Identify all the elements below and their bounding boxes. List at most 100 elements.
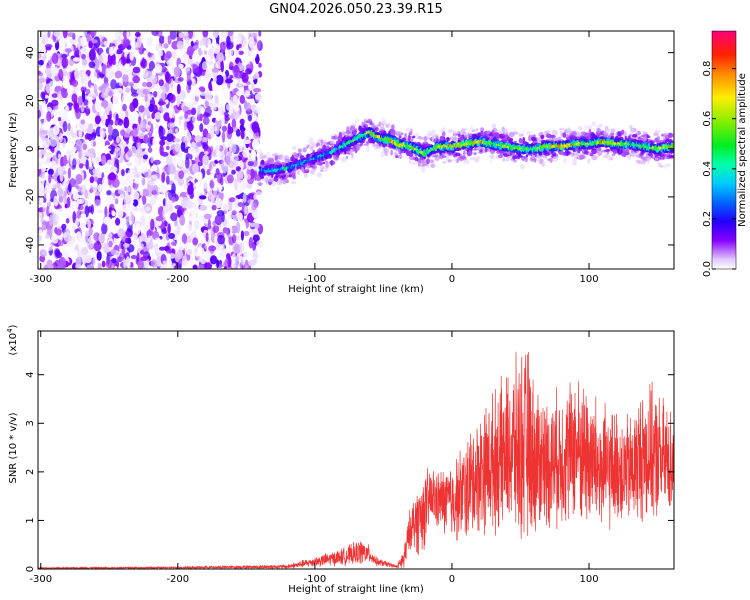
noise-blob bbox=[100, 83, 106, 94]
noise-blob bbox=[192, 115, 196, 123]
ridge-spread bbox=[610, 128, 616, 133]
noise-blob bbox=[67, 67, 75, 72]
noise-blob bbox=[57, 187, 64, 197]
ridge-spread bbox=[405, 127, 412, 133]
noise-blob bbox=[51, 93, 58, 98]
noise-blob bbox=[219, 251, 226, 258]
noise-blob bbox=[220, 32, 224, 38]
noise-blob bbox=[255, 191, 263, 196]
ridge-spread bbox=[417, 162, 421, 167]
noise-blob bbox=[162, 86, 166, 95]
noise-blob bbox=[70, 201, 79, 212]
noise-blob bbox=[130, 255, 138, 260]
ridge-spread bbox=[349, 126, 356, 132]
noise-blob bbox=[77, 78, 82, 84]
ridge-spread bbox=[620, 129, 625, 135]
noise-blob bbox=[222, 248, 227, 253]
noise-blob bbox=[38, 103, 43, 110]
noise-blob bbox=[51, 52, 59, 65]
noise-blob bbox=[140, 249, 145, 255]
noise-blob bbox=[38, 72, 43, 77]
noise-blob bbox=[197, 264, 205, 269]
noise-blob bbox=[84, 134, 90, 140]
ridge-spread bbox=[630, 152, 637, 158]
noise-blob bbox=[179, 214, 186, 226]
noise-blob bbox=[117, 119, 123, 126]
noise-blob bbox=[253, 88, 262, 93]
ridge-spread bbox=[363, 143, 369, 146]
noise-blob bbox=[65, 218, 70, 224]
ridge-spread bbox=[418, 166, 425, 170]
noise-blob bbox=[199, 79, 205, 86]
ridge-spread bbox=[591, 148, 598, 155]
noise-blob bbox=[76, 205, 84, 211]
noise-blob bbox=[250, 50, 257, 59]
noise-blob bbox=[62, 31, 68, 39]
noise-blob bbox=[211, 67, 220, 73]
noise-blob bbox=[177, 77, 184, 82]
noise-blob bbox=[77, 96, 83, 106]
noise-blob bbox=[250, 115, 257, 121]
ridge-spread bbox=[469, 156, 475, 161]
ridge-spread bbox=[322, 161, 326, 165]
ridge-spread bbox=[478, 151, 484, 154]
noise-blob bbox=[192, 64, 199, 73]
ridge-spread bbox=[460, 135, 464, 141]
noise-blob bbox=[55, 228, 62, 236]
noise-blob bbox=[92, 152, 96, 159]
noise-blob bbox=[192, 237, 199, 246]
noise-blob bbox=[108, 124, 113, 136]
noise-blob bbox=[239, 242, 244, 253]
noise-blob bbox=[86, 239, 94, 249]
ridge-spread bbox=[499, 133, 506, 139]
ridge-spread bbox=[310, 169, 315, 175]
noise-blob bbox=[76, 186, 83, 192]
noise-blob bbox=[123, 116, 130, 129]
ridge-spread bbox=[480, 127, 485, 133]
ridge-spread bbox=[279, 155, 285, 161]
ridge-spread bbox=[597, 150, 603, 156]
noise-blob bbox=[197, 245, 202, 255]
noise-blob bbox=[173, 138, 181, 143]
noise-blob bbox=[112, 94, 119, 106]
noise-blob bbox=[120, 56, 127, 65]
ridge-spread bbox=[430, 159, 434, 163]
noise-blob bbox=[41, 250, 47, 255]
noise-blob bbox=[119, 193, 125, 200]
noise-blob bbox=[58, 166, 63, 176]
noise-blob bbox=[143, 134, 149, 144]
noise-blob bbox=[123, 195, 132, 206]
noise-blob bbox=[182, 55, 189, 63]
noise-blob bbox=[61, 223, 67, 230]
ridge-spread bbox=[430, 163, 436, 168]
ridge-spread bbox=[463, 150, 466, 157]
noise-blob bbox=[106, 159, 113, 165]
noise-blob bbox=[233, 243, 241, 254]
ridge-spread bbox=[588, 128, 592, 135]
ridge-spread bbox=[524, 156, 529, 163]
noise-blob bbox=[127, 149, 133, 158]
ridge-spread bbox=[335, 156, 339, 160]
noise-blob bbox=[106, 190, 112, 196]
noise-blob bbox=[240, 129, 245, 140]
ridge-core bbox=[326, 150, 330, 155]
noise-blob bbox=[180, 141, 186, 152]
noise-blob bbox=[129, 202, 134, 211]
noise-blob bbox=[115, 49, 123, 55]
noise-blob bbox=[252, 234, 260, 242]
ridge-spread bbox=[371, 122, 375, 126]
noise-blob bbox=[242, 192, 247, 203]
ridge-spread bbox=[381, 123, 385, 127]
noise-blob bbox=[195, 171, 203, 181]
ridge-spread bbox=[496, 150, 501, 154]
noise-blob bbox=[128, 213, 135, 225]
ridge-spread bbox=[259, 152, 264, 156]
noise-blob bbox=[165, 175, 170, 185]
ridge-spread bbox=[490, 159, 493, 163]
noise-blob bbox=[181, 255, 188, 267]
noise-blob bbox=[85, 159, 89, 170]
noise-blob bbox=[106, 195, 114, 202]
noise-blob bbox=[45, 46, 52, 51]
noise-blob bbox=[140, 118, 148, 129]
ridge-spread bbox=[598, 123, 604, 127]
